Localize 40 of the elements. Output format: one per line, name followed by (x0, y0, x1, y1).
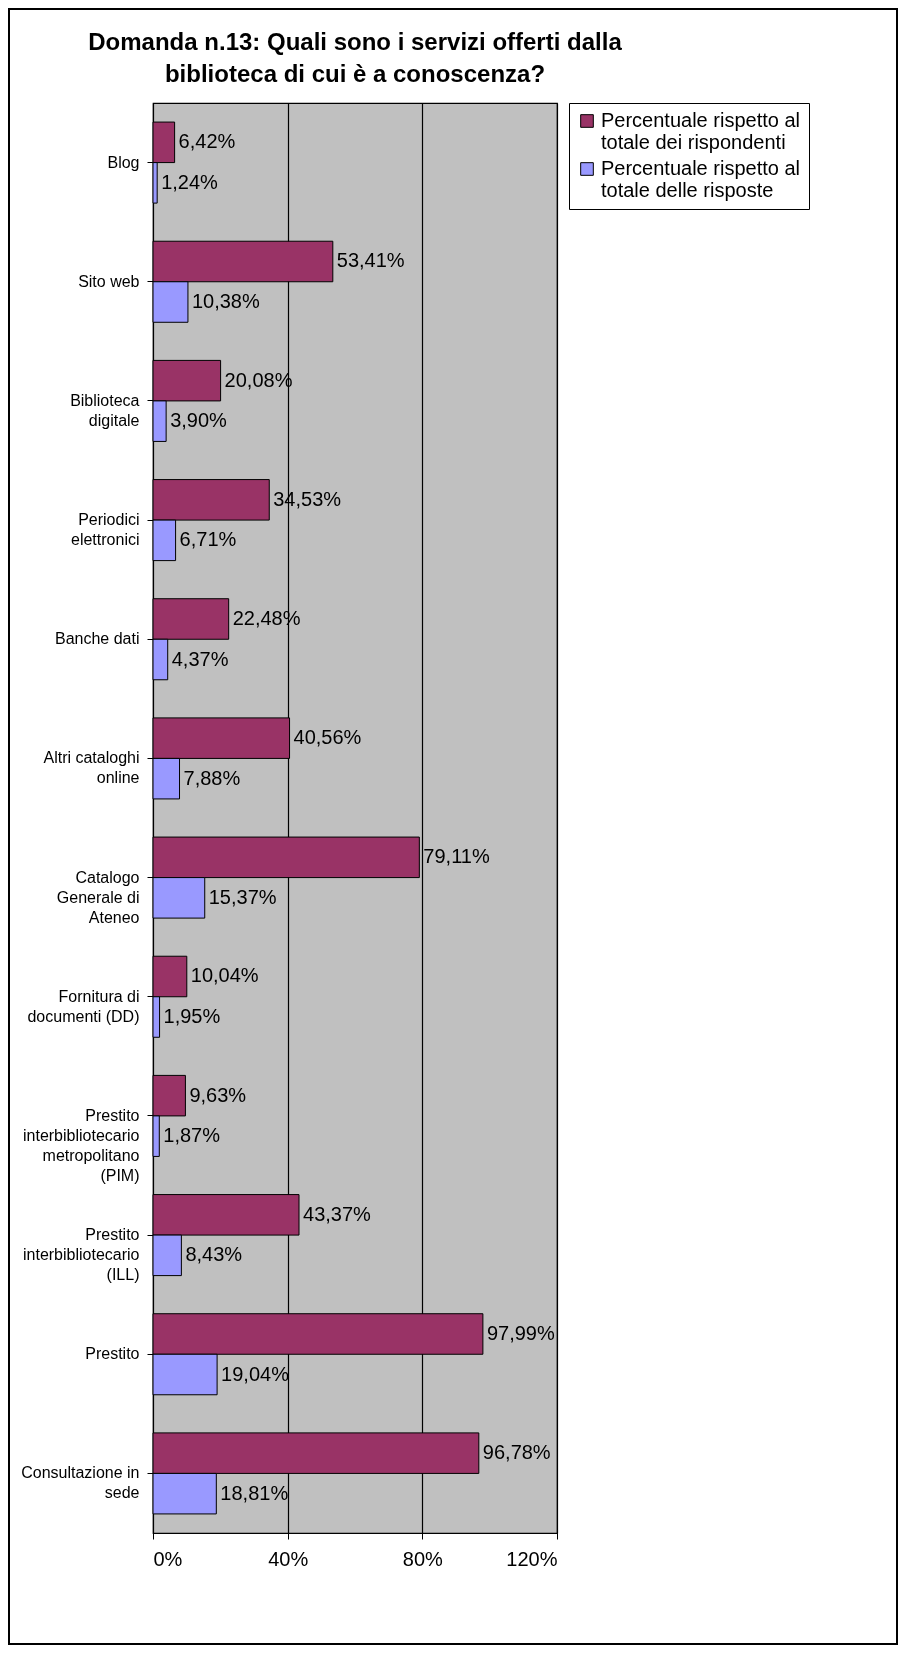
data-label: 10,04% (190, 964, 259, 987)
y-tick-label: Blog (107, 153, 140, 171)
data-label: 19,04% (221, 1362, 290, 1385)
data-label: 1,24% (161, 170, 219, 193)
data-label: 3,90% (170, 409, 228, 432)
y-tick-label: Altri cataloghi online (43, 749, 140, 787)
y-tick-label: Periodici elettronici (71, 511, 140, 549)
y-tick-label: Catalogo Generale di Ateneo (56, 868, 140, 926)
x-tick-label: 120% (506, 1547, 558, 1570)
data-label: 1,95% (163, 1005, 221, 1028)
data-label: 1,87% (163, 1124, 221, 1147)
data-label: 6,42% (178, 130, 236, 153)
y-tick-label: Consultazione in sede (21, 1464, 140, 1502)
data-label: 6,71% (179, 528, 237, 551)
x-tick-label: 40% (268, 1547, 309, 1570)
data-label: 8,43% (185, 1243, 243, 1266)
data-label: 4,37% (171, 647, 229, 670)
y-tick-label: Fornitura di documenti (DD) (27, 987, 140, 1025)
data-label: 43,37% (303, 1202, 372, 1225)
y-tick-label: Prestito interbibliotecario (ILL) (22, 1226, 140, 1284)
data-label: 53,41% (336, 249, 405, 272)
legend-label: Percentuale rispetto al totale delle risposte (601, 157, 801, 201)
y-tick-label: Sito web (78, 272, 140, 290)
data-label: 7,88% (183, 766, 241, 789)
data-label: 15,37% (208, 885, 277, 908)
y-tick-label: Prestito interbibliotecario metropolitano (PIM) (22, 1106, 140, 1184)
data-label: 10,38% (191, 290, 260, 313)
legend-label: Percentuale rispetto al totale dei rispondenti (601, 109, 801, 153)
data-label: 96,78% (482, 1441, 551, 1464)
data-label: 97,99% (486, 1321, 555, 1344)
data-label: 18,81% (220, 1481, 289, 1504)
x-tick-label: 0% (153, 1547, 183, 1570)
data-label: 9,63% (189, 1083, 247, 1106)
y-tick-label: Prestito (85, 1345, 140, 1363)
chart-title: Domanda n.13: Quali sono i servizi offerti dalla biblioteca di cui è a conoscenza? (88, 27, 623, 87)
y-tick-label: Biblioteca digitale (70, 391, 140, 429)
data-label: 40,56% (293, 726, 362, 749)
y-tick-label: Banche dati (54, 630, 140, 648)
data-label: 79,11% (423, 845, 490, 868)
x-tick-label: 80% (402, 1547, 444, 1570)
